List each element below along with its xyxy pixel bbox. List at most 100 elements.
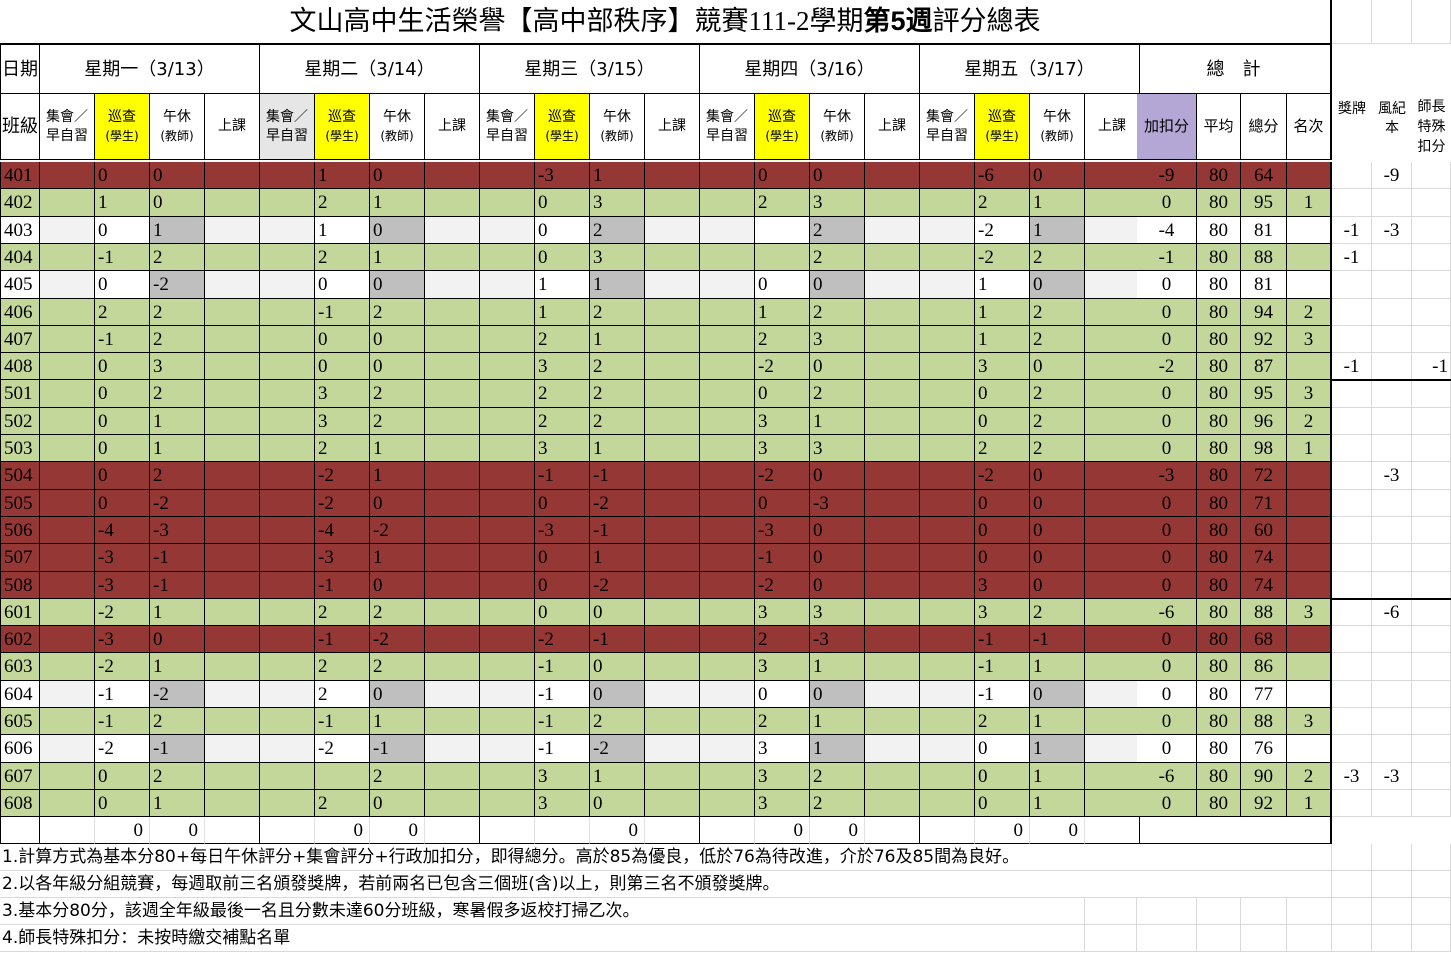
nap-score: 1 [1030,189,1085,217]
assembly-score [260,408,315,435]
nap-score: 1 [810,408,865,435]
bonus-value: -2 [1137,353,1197,380]
nap-score: 1 [810,708,865,735]
nap-score: 2 [810,217,865,244]
nap-score: 2 [370,408,425,435]
sub-header: 午休 (教師) [1030,94,1085,160]
assembly-score [700,790,755,817]
class-score [645,326,700,353]
class-number: 401 [0,162,40,189]
nap-score: 1 [1030,217,1085,244]
nap-score: 1 [150,217,205,244]
total-header: 總 計 [1137,44,1332,94]
medal-value [1332,189,1372,217]
nap-score: 1 [150,653,205,681]
assembly-score [260,462,315,490]
sub-header: 午休 (教師) [590,94,645,160]
medal-value [1332,462,1372,490]
class-score [205,708,260,735]
patrol-score: -2 [755,353,810,380]
special-deduct-value [1412,599,1451,626]
rank-value [1287,490,1332,517]
nap-score: 0 [1030,681,1085,708]
class-score [1085,517,1140,544]
assembly-score [260,763,315,790]
patrol-score: 0 [95,435,150,462]
class-number: 602 [0,626,40,653]
class-score [425,244,480,271]
empty-cell [1241,898,1287,925]
patrol-score: -1 [315,572,370,599]
empty-cell [1287,925,1332,952]
patrol-score: 0 [95,462,150,490]
nap-score: 2 [1030,299,1085,326]
assembly-score [920,653,975,681]
date-label: 日期 [0,44,40,94]
patrol-score: -1 [535,653,590,681]
patrol-score: 0 [95,763,150,790]
footnote: 3.基本分80分，該週全年級最後一名且分數未達60分班級，寒暑假多返校打掃乙次。 [0,898,1085,925]
sub-header: 集會／ 早自習 [260,94,315,160]
nap-score: 3 [150,353,205,380]
assembly-score [40,708,95,735]
nap-score: 1 [1030,735,1085,763]
rank-value [1287,244,1332,271]
patrol-score: 2 [755,626,810,653]
assembly-score [260,790,315,817]
patrol-score: 3 [975,599,1030,626]
assembly-score [700,544,755,572]
medal-value [1332,708,1372,735]
class-score [865,435,920,462]
empty-cell [1412,898,1451,925]
bonus-value: -4 [1137,217,1197,244]
nap-score: 2 [1030,408,1085,435]
patrol-score: -1 [315,626,370,653]
class-score [865,408,920,435]
patrol-score [315,763,370,790]
special-deduct-value [1412,490,1451,517]
column-sum [865,817,920,844]
nap-score: 3 [590,189,645,217]
assembly-score [700,217,755,244]
assembly-score [260,162,315,189]
nap-score: 1 [370,435,425,462]
nap-score: 0 [810,517,865,544]
column-sum [205,817,260,844]
assembly-score [700,271,755,299]
discipline-value [1372,626,1412,653]
assembly-score [480,681,535,708]
discipline-value [1372,653,1412,681]
patrol-score [755,217,810,244]
class-score [865,326,920,353]
class-score [865,599,920,626]
assembly-score [40,599,95,626]
class-score [645,490,700,517]
special-deduct-value [1412,435,1451,462]
sub-header: 集會／ 早自習 [480,94,535,160]
class-score [645,572,700,599]
bonus-value: 0 [1137,735,1197,763]
assembly-score [920,572,975,599]
nap-score: -1 [590,462,645,490]
column-sum: 0 [755,817,810,844]
day-header: 星期四（3/16） [700,44,920,94]
patrol-score: 0 [535,244,590,271]
patrol-score: -2 [535,626,590,653]
assembly-score [40,408,95,435]
avg-value: 80 [1197,544,1241,572]
medal-value [1332,544,1372,572]
patrol-score: 0 [755,162,810,189]
assembly-score [40,653,95,681]
class-score [425,681,480,708]
empty-cell [1085,898,1137,925]
assembly-score [260,244,315,271]
nap-score: 0 [1030,353,1085,380]
nap-score: -2 [370,626,425,653]
patrol-score: -1 [95,326,150,353]
discipline-value [1372,517,1412,544]
nap-score: -1 [150,572,205,599]
patrol-score: 0 [315,353,370,380]
class-number: 503 [0,435,40,462]
discipline-value: -3 [1372,763,1412,790]
patrol-score: -1 [535,462,590,490]
